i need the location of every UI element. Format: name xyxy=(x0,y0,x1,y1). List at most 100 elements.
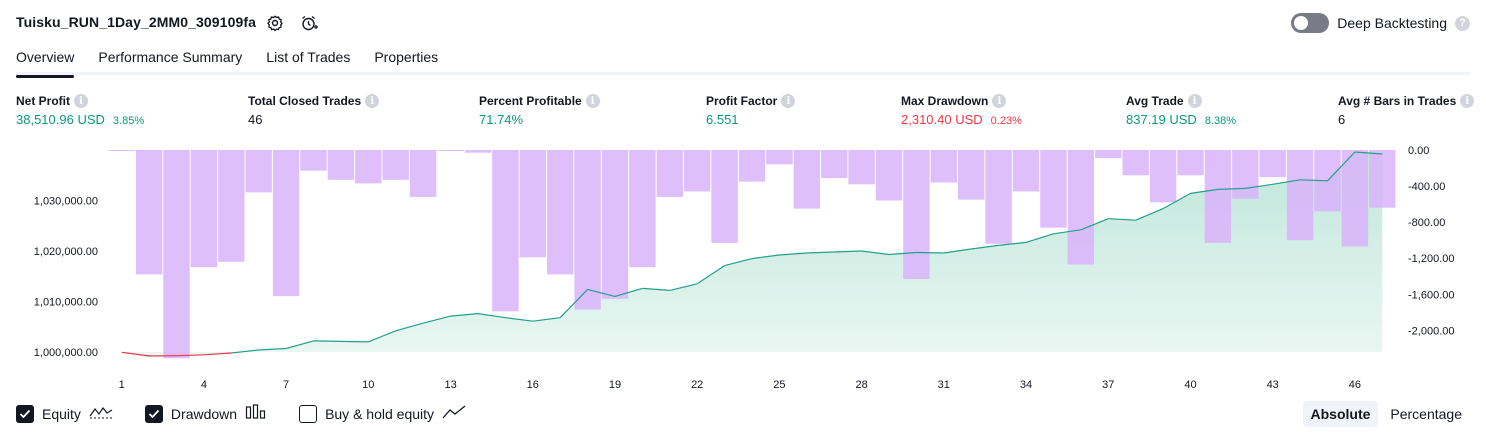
equity-line-segment xyxy=(1272,179,1301,185)
equity-line-segment xyxy=(231,349,259,354)
help-icon[interactable]: ? xyxy=(1455,15,1470,31)
equity-line-segment xyxy=(1135,208,1164,221)
mode-absolute[interactable]: Absolute xyxy=(1302,401,1379,427)
equity-line-segment xyxy=(916,251,944,254)
equity-line-segment xyxy=(1190,188,1218,194)
x-axis-tick-label: 22 xyxy=(691,379,703,391)
drawdown-bar xyxy=(1149,150,1177,203)
stat-net-profit: Net Profit i 38,510.96 USD 3.85% xyxy=(16,93,144,127)
mode-percentage[interactable]: Percentage xyxy=(1390,406,1462,422)
drawdown-bar xyxy=(903,150,930,279)
drawdown-bar xyxy=(163,150,190,359)
equity-line-segment xyxy=(587,288,616,297)
stat-label: Avg Trade xyxy=(1126,94,1184,108)
x-axis-tick-label: 25 xyxy=(773,379,785,391)
drawdown-bar xyxy=(1259,150,1286,178)
drawdown-bar xyxy=(327,150,355,180)
x-axis-tick-label: 46 xyxy=(1349,379,1361,391)
drawdown-bar xyxy=(711,150,738,243)
left-axis-tick-label: 1,010,000.00 xyxy=(34,297,98,309)
tab-list-of-trades[interactable]: List of Trades xyxy=(266,49,351,65)
drawdown-bar xyxy=(409,150,437,197)
drawdown-bar xyxy=(793,150,820,209)
stat-label: Avg # Bars in Trades xyxy=(1338,94,1457,108)
stat-percent: 3.85% xyxy=(112,115,145,127)
info-icon[interactable]: i xyxy=(1460,94,1475,108)
drawdown-bar xyxy=(492,150,519,312)
equity-line-segment xyxy=(258,347,287,351)
drawdown-bar xyxy=(601,150,629,299)
stat-value: 2,310.40 USD xyxy=(901,112,983,127)
equity-line-segment xyxy=(176,354,204,357)
info-icon[interactable]: i xyxy=(74,94,88,108)
stat-value: 6 xyxy=(1338,112,1346,127)
legend-label: Buy & hold equity xyxy=(325,405,435,422)
buy-hold-checkbox[interactable] xyxy=(299,404,318,423)
equity-line-segment xyxy=(1217,187,1246,190)
legend-label: Equity xyxy=(42,405,81,422)
stat-percent: 8.38% xyxy=(1204,115,1237,127)
equity-line-segment xyxy=(1053,229,1081,235)
deep-backtesting-toggle[interactable] xyxy=(1291,13,1330,33)
drawdown-bar xyxy=(437,150,464,151)
stat-label: Net Profit xyxy=(16,94,70,108)
info-icon[interactable]: i xyxy=(992,94,1007,108)
drawdown-bar xyxy=(574,150,601,310)
drawdown-bar xyxy=(821,150,848,178)
equity-line-segment xyxy=(834,250,862,253)
drawdown-bar xyxy=(629,150,656,268)
legend-label: Drawdown xyxy=(170,405,238,422)
add-alert-clock-icon[interactable] xyxy=(298,12,320,34)
drawdown-bar xyxy=(848,150,875,185)
equity-line-segment xyxy=(971,244,999,250)
stat-avg-bars-in-trades: Avg # Bars in Trades i 6 xyxy=(1338,93,1475,127)
drawdown-bar xyxy=(135,150,163,275)
tab-properties[interactable]: Properties xyxy=(374,49,439,65)
settings-gear-icon[interactable] xyxy=(264,12,286,34)
info-icon[interactable]: i xyxy=(781,94,796,108)
deep-backtesting-label: Deep Backtesting xyxy=(1337,15,1447,31)
stat-value: 38,510.96 USD xyxy=(16,112,105,127)
stat-label: Max Drawdown xyxy=(901,94,989,108)
legend-equity[interactable]: Equity xyxy=(16,404,113,423)
right-axis-tick-label: -1,200.00 xyxy=(1408,253,1454,265)
drawdown-checkbox[interactable] xyxy=(144,404,163,423)
equity-line-segment xyxy=(368,330,396,343)
equity-drawdown-chart: 1,030,000.00 1,020,000.00 1,010,000.00 1,00… xyxy=(34,145,1455,391)
drawdown-bar xyxy=(1341,150,1369,247)
x-axis-tick-label: 37 xyxy=(1102,379,1114,391)
x-axis-tick-label: 43 xyxy=(1267,379,1279,391)
legend-buy-hold[interactable]: Buy & hold equity xyxy=(299,404,466,423)
stat-total-closed-trades: Total Closed Trades i 46 xyxy=(248,93,380,127)
strategy-title: Tuisku_RUN_1Day_2MM0_309109fa xyxy=(16,14,256,30)
equity-line-segment xyxy=(313,340,341,342)
right-axis-tick-label: -800.00 xyxy=(1408,217,1445,229)
x-axis-tick-label: 1 xyxy=(119,379,125,391)
info-icon[interactable]: i xyxy=(365,94,380,108)
x-axis-tick-label: 34 xyxy=(1020,379,1032,391)
drawdown-bar xyxy=(1286,150,1314,241)
tab-overview[interactable]: Overview xyxy=(16,47,75,78)
info-icon[interactable]: i xyxy=(585,94,600,108)
tab-performance-summary[interactable]: Performance Summary xyxy=(98,49,243,65)
stat-label: Total Closed Trades xyxy=(248,94,362,108)
equity-line-segment xyxy=(559,288,589,319)
right-axis-tick-label: -1,600.00 xyxy=(1408,289,1454,301)
right-axis-tick-label: -400.00 xyxy=(1408,181,1445,193)
equity-checkbox[interactable] xyxy=(16,404,34,423)
drawdown-bar xyxy=(1369,150,1396,208)
equity-line-segment xyxy=(888,251,917,256)
info-icon[interactable]: i xyxy=(1187,94,1202,108)
stat-value: 46 xyxy=(248,112,263,127)
equity-line-segment xyxy=(340,340,369,343)
equity-line-segment xyxy=(203,352,232,356)
drawdown-bar xyxy=(355,150,382,184)
report-tabs: Overview Performance Summary List of Tra… xyxy=(16,47,1470,78)
equity-line-segment xyxy=(1327,151,1356,182)
stat-value: 837.19 USD xyxy=(1126,112,1197,127)
legend-drawdown[interactable]: Drawdown xyxy=(144,404,267,423)
drawdown-bar xyxy=(656,150,683,197)
equity-line-segment xyxy=(450,313,479,317)
stat-max-drawdown: Max Drawdown i 2,310.40 USD 0.23% xyxy=(901,93,1022,127)
equity-line-segment xyxy=(395,322,424,332)
